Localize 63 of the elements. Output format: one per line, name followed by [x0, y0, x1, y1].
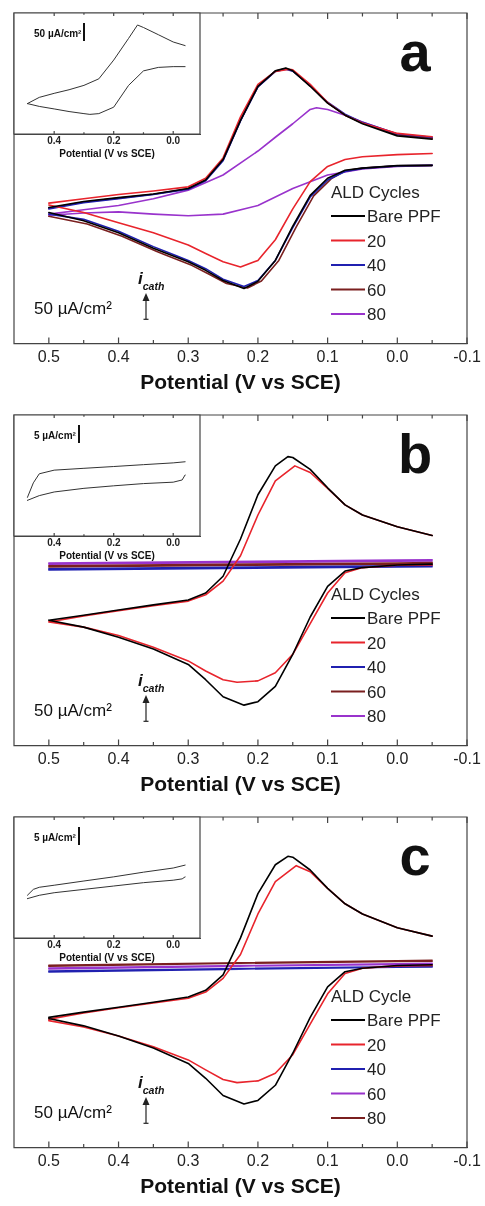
- x-tick-label: 0.2: [246, 749, 270, 767]
- x-tick-label: 0.4: [107, 347, 130, 365]
- x-tick-label: 0.4: [47, 938, 62, 950]
- x-axis-title: Potential (V vs SCE): [140, 370, 341, 394]
- x-axis-title: Potential (V vs SCE): [140, 772, 341, 796]
- legend-label: Bare PPF: [367, 207, 441, 227]
- legend-label: 20: [367, 633, 386, 653]
- legend-title: ALD Cycles: [331, 182, 420, 202]
- x-tick-label: 0.4: [107, 749, 130, 767]
- x-tick-label: 0.2: [106, 938, 122, 950]
- x-tick-label: 0.5: [37, 1151, 61, 1169]
- annotation: 50 µA/cm²: [34, 298, 113, 318]
- x-axis-title: Potential (V vs SCE): [140, 1174, 341, 1198]
- text: 5 µA/cm²: [34, 832, 77, 843]
- x-tick-label: 0.2: [106, 134, 122, 146]
- x-tick-label: 0.2: [246, 1151, 270, 1169]
- legend-label: 20: [367, 231, 386, 251]
- x-tick-label: -0.1: [453, 347, 481, 365]
- legend-label: 20: [367, 1035, 386, 1055]
- legend-title: ALD Cycles: [331, 584, 420, 604]
- x-tick-label: 0.2: [246, 347, 270, 365]
- x-tick-label: 0.0: [386, 749, 409, 767]
- legend-label: 60: [367, 1084, 386, 1104]
- x-tick-label: 0.5: [37, 347, 61, 365]
- x-tick-label: 0.0: [166, 134, 181, 146]
- x-tick-label: 0.1: [316, 1151, 339, 1169]
- legend-label: 40: [367, 658, 386, 678]
- x-tick-label: 0.4: [47, 134, 62, 146]
- legend-label: 60: [367, 280, 386, 300]
- legend-label: Bare PPF: [367, 609, 441, 629]
- legend-label: 80: [367, 707, 386, 727]
- legend-label: 80: [367, 1109, 386, 1129]
- chart-title: b: [397, 422, 433, 485]
- chart-title: c: [399, 824, 431, 887]
- chart-title: a: [399, 20, 432, 83]
- x-tick-label: 0.3: [177, 347, 200, 365]
- legend-label: 40: [367, 1060, 386, 1080]
- x-tick-label: -0.1: [453, 1151, 481, 1169]
- legend-label: 60: [367, 682, 386, 702]
- legend-label: 80: [367, 305, 386, 325]
- x-axis-title: Potential (V vs SCE): [59, 951, 155, 963]
- x-axis-title: Potential (V vs SCE): [59, 147, 155, 159]
- x-tick-label: 0.0: [166, 536, 181, 548]
- text: 5 µA/cm²: [34, 430, 77, 441]
- x-tick-label: 0.1: [316, 347, 339, 365]
- x-tick-label: 0.0: [166, 938, 181, 950]
- x-tick-label: 0.1: [316, 749, 339, 767]
- x-tick-label: 0.0: [386, 1151, 409, 1169]
- annotation: 50 µA/cm²: [34, 700, 113, 720]
- x-tick-label: 0.3: [177, 1151, 200, 1169]
- x-tick-label: -0.1: [453, 749, 481, 767]
- x-tick-label: 0.5: [37, 749, 61, 767]
- legend-title: ALD Cycle: [331, 986, 412, 1006]
- annotation: 50 µA/cm²: [34, 28, 83, 39]
- x-axis-title: Potential (V vs SCE): [59, 549, 155, 561]
- x-tick-label: 0.0: [386, 347, 409, 365]
- x-tick-label: 0.4: [107, 1151, 130, 1169]
- x-tick-label: 0.4: [47, 536, 62, 548]
- legend-label: 40: [367, 256, 386, 276]
- annotation: 50 µA/cm²: [34, 1102, 113, 1122]
- x-tick-label: 0.3: [177, 749, 200, 767]
- legend-label: Bare PPF: [367, 1011, 441, 1031]
- x-tick-label: 0.2: [106, 536, 122, 548]
